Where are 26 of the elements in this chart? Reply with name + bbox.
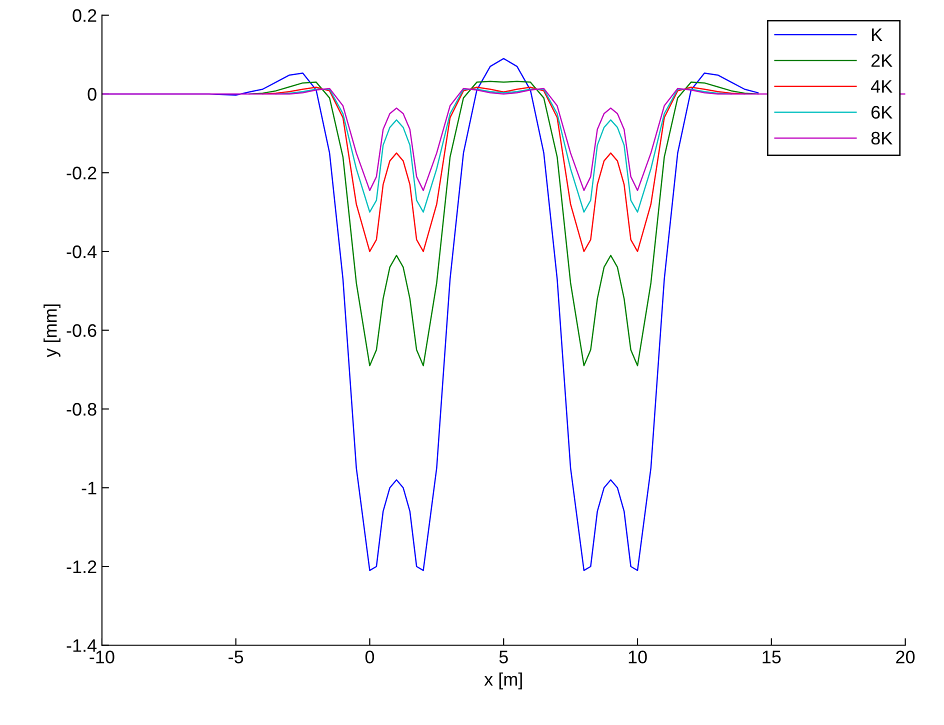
legend-label: K — [872, 28, 882, 41]
legend-label: 6K — [871, 106, 892, 119]
y-tick-label: -1 — [82, 482, 96, 494]
x-axis-title: x [m] — [484, 672, 522, 690]
x-tick-label: 0 — [365, 650, 374, 664]
y-axis-title: y [mm] — [44, 304, 60, 358]
line-series — [248, 80, 759, 366]
x-tick-label: 20 — [896, 650, 915, 664]
line-series — [262, 86, 746, 252]
x-tick-label: -5 — [228, 650, 244, 664]
y-tick-label: 0 — [88, 88, 96, 101]
legend-label: 2K — [871, 54, 892, 67]
y-tick-label: -1.4 — [66, 639, 97, 652]
x-tick-label: -10 — [90, 650, 114, 664]
y-tick-label: -0.4 — [66, 245, 97, 258]
x-tick-label: 10 — [628, 650, 647, 664]
line-series — [275, 88, 732, 213]
y-tick-label: 0.2 — [72, 9, 96, 22]
legend-label: 8K — [871, 132, 892, 145]
y-tick-label: -0.6 — [66, 324, 96, 337]
x-tick-label: 15 — [762, 650, 781, 664]
x-tick-label: 5 — [499, 650, 508, 664]
y-tick-label: -0.8 — [66, 402, 96, 416]
y-tick-label: -0.2 — [66, 166, 96, 180]
legend-label: 4K — [870, 80, 892, 93]
y-tick-label: -1.2 — [66, 560, 96, 574]
